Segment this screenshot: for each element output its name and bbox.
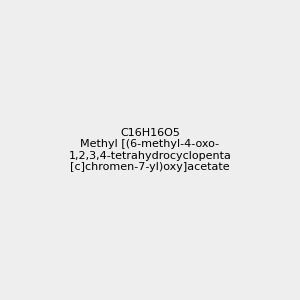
Text: C16H16O5
Methyl [(6-methyl-4-oxo-
1,2,3,4-tetrahydrocyclopenta
[c]chromen-7-yl)o: C16H16O5 Methyl [(6-methyl-4-oxo- 1,2,3,… <box>69 128 231 172</box>
